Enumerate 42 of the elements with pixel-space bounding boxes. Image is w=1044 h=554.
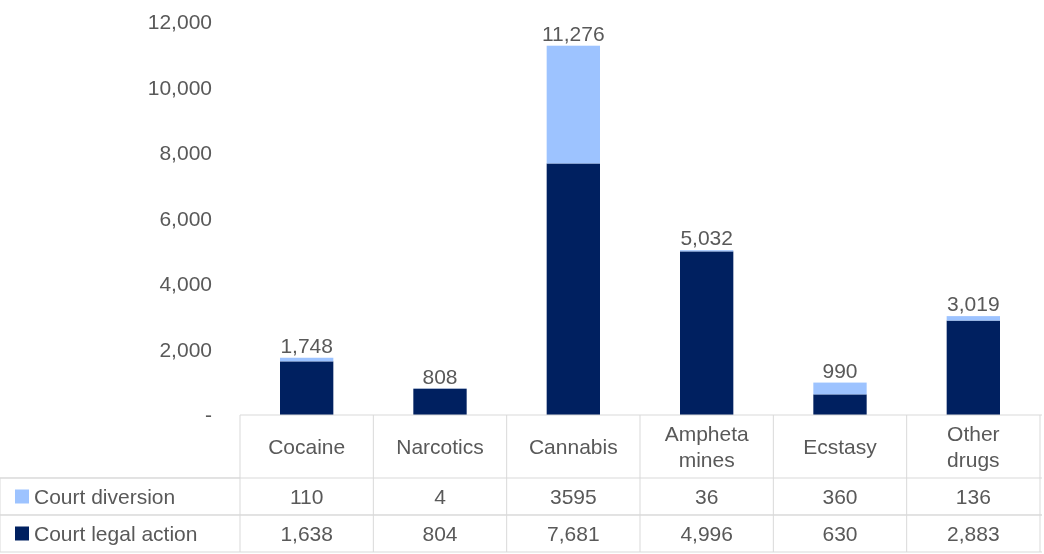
total-label: 990: [822, 358, 858, 382]
legend-label: Court legal action: [34, 521, 198, 545]
y-tick-label: 2,000: [159, 337, 212, 361]
bar: [813, 394, 867, 415]
y-tick-label: 4,000: [159, 272, 212, 296]
total-label: 3,019: [947, 292, 1000, 316]
data-label: 630: [822, 521, 858, 545]
total-label: 808: [422, 364, 458, 388]
data-label: 4: [434, 484, 447, 508]
y-tick-label: 8,000: [159, 141, 212, 165]
data-label: 1,638: [280, 521, 333, 545]
x-tick-label: Ampheta mines: [664, 421, 750, 471]
x-tick-label: Cocaine: [268, 434, 346, 458]
data-label: 7,681: [547, 521, 600, 545]
x-tick-label: Other drugs: [947, 421, 1000, 471]
bar: [546, 45, 600, 164]
total-label: 1,748: [280, 333, 333, 357]
data-label: 3595: [549, 484, 597, 508]
bar: [546, 163, 600, 415]
x-tick-label: Ecstasy: [803, 434, 878, 458]
y-tick-label: -: [205, 403, 212, 427]
total-label: 5,032: [680, 226, 733, 250]
bar: [280, 361, 334, 415]
y-tick-label: 10,000: [147, 75, 212, 99]
y-tick-label: 6,000: [159, 206, 212, 230]
bar: [946, 320, 1000, 415]
legend-label: Court diversion: [34, 484, 176, 508]
data-label: 110: [289, 484, 324, 508]
bar: [680, 251, 734, 415]
bar: [813, 382, 867, 395]
data-label: 36: [694, 484, 719, 508]
data-label: 2,883: [947, 521, 1000, 545]
x-tick-label: Cannabis: [528, 434, 618, 458]
total-label: 11,276: [542, 21, 605, 45]
bar: [946, 316, 1000, 321]
data-label: 360: [822, 484, 858, 508]
data-label: 804: [422, 521, 458, 545]
bar: [413, 388, 467, 415]
x-tick-label: Narcotics: [396, 434, 484, 458]
data-label: 4,996: [680, 521, 733, 545]
y-tick-label: 12,000: [147, 10, 212, 34]
data-label: 136: [955, 484, 991, 508]
